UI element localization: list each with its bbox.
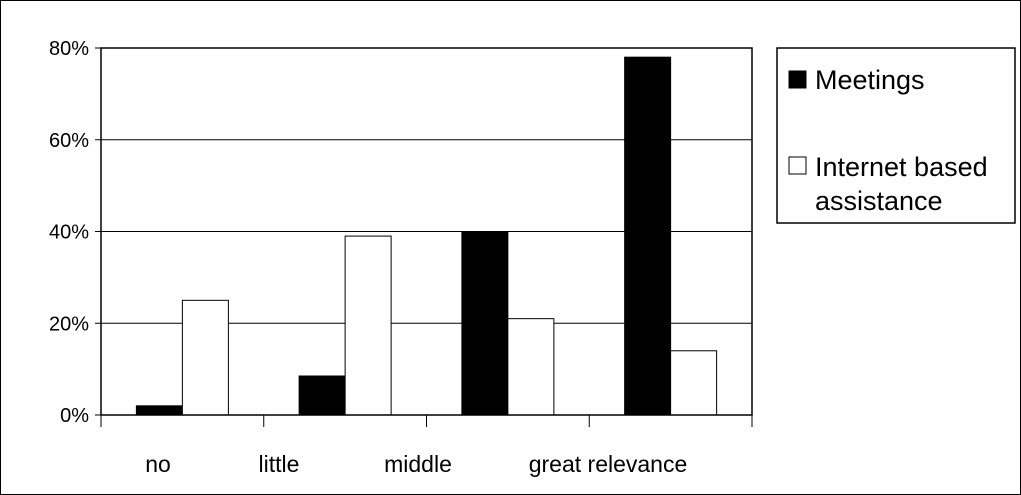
y-tick-label: 20% bbox=[49, 313, 89, 335]
bar-meetings-2 bbox=[461, 231, 509, 416]
bar-internet-3 bbox=[670, 350, 718, 416]
x-tick-marks bbox=[100, 415, 753, 427]
legend-swatch-internet bbox=[788, 156, 807, 175]
category-label-great-relevance: great relevance bbox=[529, 451, 688, 477]
y-tick-labels: 0% 20% 40% 60% 80% bbox=[49, 38, 89, 427]
legend-label-internet-line2: assistance bbox=[815, 186, 943, 216]
bar-internet-2 bbox=[507, 318, 555, 416]
category-label-no: no bbox=[145, 451, 171, 477]
y-tick-label: 40% bbox=[49, 222, 89, 244]
y-tick-label: 0% bbox=[60, 405, 89, 427]
y-tick-label: 60% bbox=[49, 130, 89, 152]
bar-internet-0 bbox=[181, 299, 229, 416]
legend-label-internet-line1: Internet based bbox=[815, 152, 988, 182]
bars bbox=[135, 56, 718, 416]
bar-meetings-1 bbox=[298, 375, 346, 416]
bar-meetings-0 bbox=[135, 405, 183, 416]
bar-internet-1 bbox=[344, 235, 392, 416]
legend-label-meetings: Meetings bbox=[815, 65, 925, 95]
category-label-little: little bbox=[259, 451, 300, 477]
y-tick-label: 80% bbox=[49, 38, 89, 60]
category-label-middle: middle bbox=[384, 451, 452, 477]
x-category-labels: no little middle great relevance bbox=[145, 451, 687, 477]
legend-box bbox=[776, 47, 1016, 224]
legend: Meetings Internet based assistance bbox=[776, 47, 1016, 224]
bar-meetings-3 bbox=[624, 56, 672, 416]
legend-swatch-meetings bbox=[788, 70, 807, 89]
